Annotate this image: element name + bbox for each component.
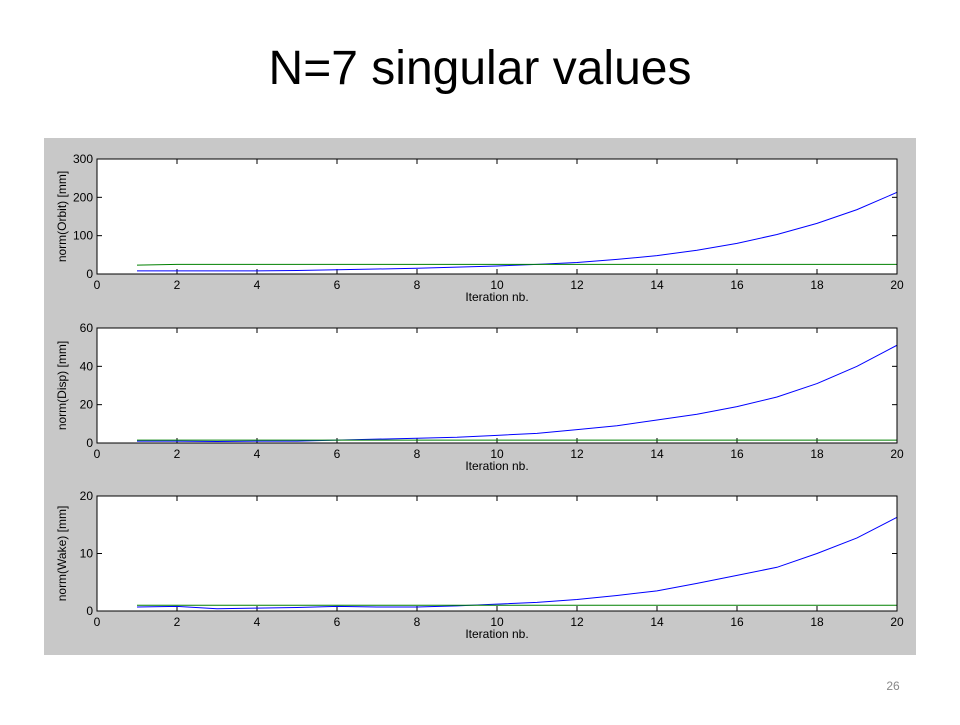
slide-title: N=7 singular values [269, 42, 692, 95]
y-tick-label: 40 [80, 359, 94, 373]
x-tick-label: 8 [414, 615, 421, 629]
x-tick-label: 6 [334, 615, 341, 629]
x-tick-label: 16 [730, 278, 744, 292]
y-axis-label: norm(Wake) [mm] [55, 506, 69, 602]
y-tick-label: 200 [73, 190, 93, 204]
data-line [136, 516, 898, 610]
y-tick-label: 60 [80, 321, 94, 335]
plot-frame [96, 158, 898, 275]
y-tick-label: 0 [86, 267, 93, 281]
x-tick-label: 4 [254, 447, 261, 461]
x-axis-label: Iteration nb. [465, 459, 528, 473]
x-tick-label: 2 [174, 615, 181, 629]
x-tick-label: 20 [890, 278, 904, 292]
x-tick-label: 18 [810, 278, 824, 292]
plot-area [97, 159, 897, 274]
x-tick-label: 18 [810, 615, 824, 629]
x-tick-label: 10 [490, 615, 504, 629]
data-line [136, 263, 897, 266]
x-tick-label: 12 [570, 278, 584, 292]
x-tick-label: 8 [414, 278, 421, 292]
plot-area [97, 496, 897, 611]
x-tick-label: 0 [94, 447, 101, 461]
y-tick-label: 0 [86, 436, 93, 450]
x-tick-label: 12 [570, 447, 584, 461]
x-tick-label: 4 [254, 278, 261, 292]
x-tick-label: 18 [810, 447, 824, 461]
y-tick-label: 0 [86, 604, 93, 618]
y-axis-label: norm(Orbit) [mm] [55, 171, 69, 262]
y-tick-label: 10 [80, 547, 94, 561]
x-tick-label: 14 [650, 615, 664, 629]
x-tick-label: 20 [890, 447, 904, 461]
x-tick-label: 8 [414, 447, 421, 461]
x-tick-label: 6 [334, 278, 341, 292]
x-tick-label: 2 [174, 278, 181, 292]
x-tick-label: 14 [650, 447, 664, 461]
x-tick-label: 0 [94, 615, 101, 629]
y-axis-label: norm(Disp) [mm] [55, 341, 69, 430]
y-tick-label: 300 [73, 152, 93, 166]
x-tick-label: 16 [730, 615, 744, 629]
x-tick-label: 20 [890, 615, 904, 629]
x-tick-label: 14 [650, 278, 664, 292]
plot-frame [96, 327, 898, 444]
y-tick-label: 20 [80, 398, 94, 412]
plot-area [97, 328, 897, 443]
x-tick-label: 10 [490, 278, 504, 292]
x-axis-label: Iteration nb. [465, 290, 528, 304]
data-line [137, 191, 898, 272]
plot-frame [96, 495, 898, 612]
x-tick-label: 2 [174, 447, 181, 461]
x-axis-label: Iteration nb. [465, 627, 528, 641]
x-tick-label: 4 [254, 615, 261, 629]
x-tick-label: 12 [570, 615, 584, 629]
x-tick-label: 0 [94, 278, 101, 292]
x-tick-label: 16 [730, 447, 744, 461]
y-tick-label: 100 [73, 229, 93, 243]
x-tick-label: 6 [334, 447, 341, 461]
x-tick-label: 10 [490, 447, 504, 461]
y-tick-label: 20 [80, 489, 94, 503]
data-line [137, 344, 898, 442]
page-number: 26 [886, 679, 900, 693]
